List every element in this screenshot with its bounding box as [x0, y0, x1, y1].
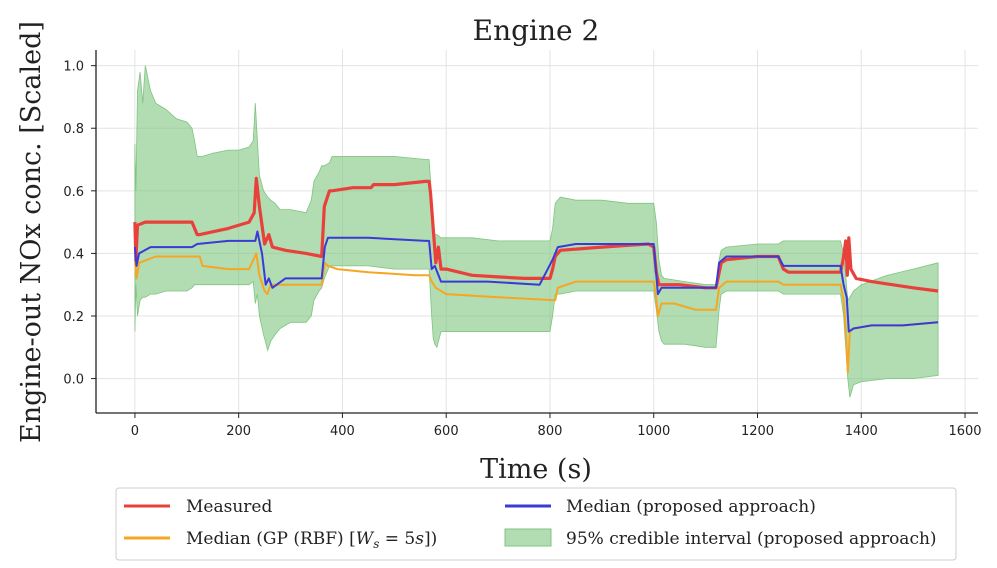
x-tick-label: 1600: [948, 424, 981, 439]
x-tick-label: 1200: [741, 424, 774, 439]
x-axis-label: Time (s): [480, 454, 592, 485]
measured-line: [133, 176, 939, 293]
y-tick-label: 0.6: [63, 185, 84, 200]
legend-label-gp-median: Median (GP (RBF) [Ws = 5s]): [186, 529, 437, 551]
x-tick-label: 1400: [845, 424, 878, 439]
legend-swatch-credible-interval: [504, 528, 552, 547]
y-tick-label: 0.4: [63, 247, 84, 262]
y-axis-ticks: 0.0 0.2 0.4 0.6 0.8 1.0: [63, 60, 96, 388]
credible-interval-band: [134, 65, 939, 398]
chart-title: Engine 2: [473, 14, 600, 47]
legend-label-proposed-median: Median (proposed approach): [566, 497, 816, 517]
y-tick-label: 1.0: [63, 60, 84, 75]
credible-interval-area: [134, 65, 939, 398]
x-axis-ticks: 0 200 400 600 800 1000 1200 1400 1600: [131, 413, 982, 439]
y-tick-label: 0.2: [63, 310, 84, 325]
legend-label-credible-interval: 95% credible interval (proposed approach…: [566, 529, 937, 549]
x-tick-label: 0: [131, 424, 139, 439]
proposed-median-line: [133, 230, 939, 333]
legend-box: [115, 487, 957, 561]
x-tick-label: 200: [226, 424, 251, 439]
gp-median-line: [133, 252, 939, 374]
x-tick-label: 400: [330, 424, 355, 439]
x-tick-label: 1000: [637, 424, 670, 439]
x-tick-label: 600: [434, 424, 459, 439]
y-tick-label: 0.0: [63, 373, 84, 388]
y-tick-label: 0.8: [63, 122, 84, 137]
axes: [95, 50, 978, 414]
legend: Measured Median (GP (RBF) [Ws = 5s]) Med…: [115, 487, 957, 561]
legend-label-measured: Measured: [186, 497, 272, 517]
y-axis-label: Engine-out NOx conc. [Scaled]: [16, 21, 47, 443]
x-tick-label: 800: [538, 424, 563, 439]
series-lines: [133, 176, 939, 374]
